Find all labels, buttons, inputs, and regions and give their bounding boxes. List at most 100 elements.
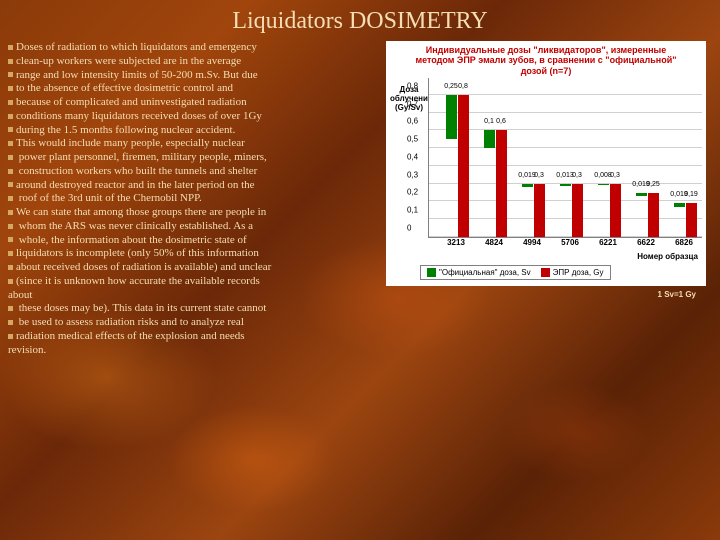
bar: 0,1: [484, 130, 495, 148]
text-line: these doses may be). This data in its cu…: [8, 302, 378, 316]
bullet-icon: [8, 127, 13, 132]
bar-value-label: 0,019: [518, 172, 536, 179]
x-tick-label: 3213: [447, 238, 465, 247]
bullet-icon: [8, 320, 13, 325]
content-row: Doses of radiation to which liquidators …: [0, 35, 720, 357]
bar: 0,008: [598, 184, 609, 185]
bar-value-label: 0,6: [496, 118, 506, 125]
x-tick-label: 6826: [675, 238, 693, 247]
bar-value-label: 0,8: [458, 83, 468, 90]
chart-footnote: 1 Sv=1 Gy: [386, 290, 708, 299]
bullet-icon: [8, 45, 13, 50]
legend-swatch: [427, 268, 436, 277]
page-title: Liquidators DOSIMETRY: [0, 0, 720, 35]
bar: 0,25: [648, 193, 659, 237]
text-line: radiation medical effects of the explosi…: [8, 330, 378, 344]
tail-suffix: revision.: [8, 344, 46, 356]
text-line: clean-up workers were subjected are in t…: [8, 55, 378, 69]
bullet-icon: [8, 72, 13, 77]
text-line: around destroyed reactor and in the late…: [8, 179, 378, 193]
bar-value-label: 0,008: [594, 172, 612, 179]
bar-value-label: 0,013: [556, 172, 574, 179]
x-tick-label: 6622: [637, 238, 655, 247]
chart-legend: "Официальная" доза, Sv ЭПР доза, Gy: [420, 265, 611, 280]
text-column: Doses of radiation to which liquidators …: [8, 41, 378, 357]
text-line: roof of the 3rd unit of the Chernobil NP…: [8, 192, 378, 206]
bullet-icon: [8, 251, 13, 256]
text-line: about received doses of radiation is ava…: [8, 261, 378, 275]
bar-value-label: 0,3: [534, 172, 544, 179]
bar-group: 0,0190,3: [519, 184, 547, 237]
text-line: Doses of radiation to which liquidators …: [8, 41, 378, 55]
text-line: whole, the information about the dosimet…: [8, 234, 378, 248]
bar-value-label: 0,1: [484, 118, 494, 125]
legend-swatch: [541, 268, 550, 277]
bar: 0,013: [560, 184, 571, 186]
bar-group: 0,250,8: [443, 95, 471, 237]
text-line: range and low intensity limits of 50-200…: [8, 69, 378, 83]
y-tick-label: 0,2: [407, 188, 418, 197]
legend-item: ЭПР доза, Gy: [541, 268, 604, 277]
bar: 0,3: [572, 184, 583, 237]
y-tick-label: 0,8: [407, 81, 418, 90]
text-line: power plant personnel, firemen, military…: [8, 151, 378, 165]
y-tick-label: 0,1: [407, 206, 418, 215]
bar-group: 0,0130,3: [557, 184, 585, 237]
chart-container: Индивидуальные дозы "ликвидаторов", изме…: [386, 41, 706, 286]
bullet-icon: [8, 182, 13, 187]
bar-group: 0,0080,3: [595, 184, 623, 237]
text-line: (since it is unknown how accurate the av…: [8, 275, 378, 289]
x-tick-label: 6221: [599, 238, 617, 247]
bullet-icon: [8, 279, 13, 284]
bar: 0,25: [446, 95, 457, 139]
bullet-icon: [8, 100, 13, 105]
bullet-icon: [8, 155, 13, 160]
bar-value-label: 0,3: [572, 172, 582, 179]
y-tick-label: 0,4: [407, 152, 418, 161]
bar-value-label: 0,25: [646, 181, 660, 188]
legend-item: "Официальная" доза, Sv: [427, 268, 531, 277]
bar: 0,3: [534, 184, 545, 237]
text-line: whom the ARS was never clinically establ…: [8, 220, 378, 234]
x-tick-label: 4824: [485, 238, 503, 247]
x-axis-title: Номер образца: [428, 252, 702, 261]
y-tick-label: 0,7: [407, 99, 418, 108]
bullet-icon: [8, 224, 13, 229]
chart-title: Индивидуальные дозы "ликвидаторов", изме…: [390, 45, 702, 76]
bullet-icon: [8, 59, 13, 64]
bar-group: 0,10,6: [481, 130, 509, 237]
text-line: liquidators is incomplete (only 50% of t…: [8, 247, 378, 261]
bullet-icon: [8, 334, 13, 339]
y-tick-label: 0,5: [407, 135, 418, 144]
y-tick-label: 0,6: [407, 117, 418, 126]
bar: 0,6: [496, 130, 507, 237]
text-line: conditions many liquidators received dos…: [8, 110, 378, 124]
chart-column: Индивидуальные дозы "ликвидаторов", изме…: [378, 41, 708, 357]
text-line: to the absence of effective dosimetric c…: [8, 82, 378, 96]
y-tick-label: 0: [407, 224, 411, 233]
bar-group: 0,0190,19: [671, 203, 699, 237]
bullet-icon: [8, 141, 13, 146]
bar: 0,3: [610, 184, 621, 237]
x-axis-labels: 3213 4824 4994 5706 6221 6622 6826: [428, 238, 702, 252]
bullet-icon: [8, 237, 13, 242]
bullet-icon: [8, 210, 13, 215]
y-tick-label: 0,3: [407, 170, 418, 179]
x-tick-label: 5706: [561, 238, 579, 247]
bar: 0,8: [458, 95, 469, 237]
bar-value-label: 0,25: [444, 83, 458, 90]
bullet-icon: [8, 114, 13, 119]
bar-group: 0,0190,25: [633, 193, 661, 237]
bar: 0,019: [522, 184, 533, 187]
bullet-icon: [8, 306, 13, 311]
bullet-icon: [8, 196, 13, 201]
text-line: We can state that among those groups the…: [8, 206, 378, 220]
text-line: This would include many people, especial…: [8, 137, 378, 151]
bar: 0,19: [686, 203, 697, 237]
chart-plot: 00,10,20,30,40,50,60,70,80,250,80,10,60,…: [428, 78, 702, 238]
bar: 0,019: [674, 203, 685, 206]
bar-value-label: 0,19: [684, 191, 698, 198]
bullet-icon: [8, 265, 13, 270]
x-tick-label: 4994: [523, 238, 541, 247]
text-line: about: [8, 289, 378, 303]
